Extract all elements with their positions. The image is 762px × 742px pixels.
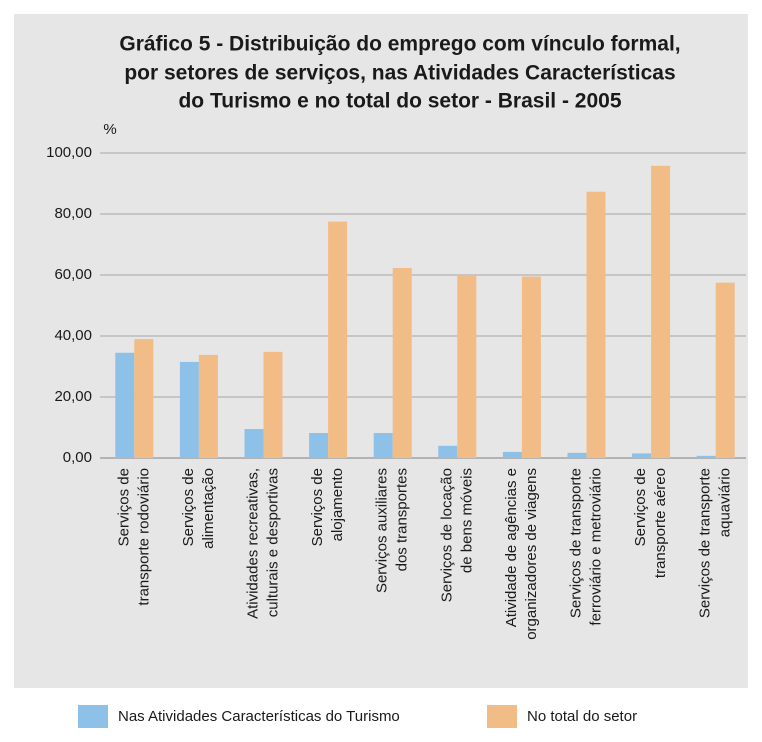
- bar: [632, 453, 652, 458]
- x-tick-label: dos transportes: [394, 468, 411, 571]
- legend-swatch: [78, 705, 108, 728]
- chart-title: do Turismo e no total do setor - Brasil …: [178, 90, 621, 113]
- x-tick-label: alojamento: [329, 468, 346, 541]
- y-tick-label: 80,00: [54, 205, 92, 222]
- x-tick-label: transporte rodoviário: [135, 468, 152, 606]
- bar: [438, 445, 458, 458]
- x-tick-label: transporte aéreo: [652, 468, 669, 578]
- chart-title: por setores de serviços, nas Atividades …: [124, 62, 675, 85]
- bar: [309, 432, 329, 458]
- bar: [567, 452, 587, 458]
- y-tick-label: 100,00: [46, 144, 92, 161]
- chart-title: Gráfico 5 - Distribuição do emprego com …: [119, 33, 680, 56]
- x-tick-label: organizadores de viagens: [523, 468, 540, 640]
- x-tick-label: Serviços de: [115, 468, 132, 546]
- bar: [179, 361, 199, 458]
- bar: [373, 432, 393, 458]
- x-tick-label: alimentação: [200, 468, 217, 549]
- bar: [651, 165, 671, 458]
- x-tick-label: Serviços de: [309, 468, 326, 546]
- y-tick-label: 0,00: [63, 449, 92, 466]
- y-axis-label: %: [103, 121, 116, 138]
- y-tick-label: 60,00: [54, 266, 92, 283]
- bar: [244, 429, 264, 458]
- bar: [392, 267, 412, 458]
- legend-label: No total do setor: [527, 708, 637, 725]
- bar: [502, 451, 522, 458]
- bar: [696, 455, 716, 458]
- legend-swatch: [487, 705, 517, 728]
- x-tick-label: Atividades recreativas,: [244, 468, 261, 619]
- legend-label: Nas Atividades Características do Turism…: [118, 708, 400, 725]
- x-tick-label: culturais e desportivas: [264, 468, 281, 617]
- bar: [263, 351, 283, 458]
- bar: [328, 221, 348, 458]
- x-tick-label: Serviços auxiliares: [374, 468, 391, 593]
- x-tick-label: de bens móveis: [458, 468, 475, 573]
- x-tick-label: Serviços de: [632, 468, 649, 546]
- bar: [521, 276, 541, 458]
- x-tick-label: Serviços de: [180, 468, 197, 546]
- bar: [586, 191, 606, 459]
- y-tick-label: 40,00: [54, 327, 92, 344]
- bar: [115, 352, 135, 458]
- x-tick-label: Serviços de transporte: [567, 468, 584, 618]
- x-tick-label: Atividade de agências e: [503, 468, 520, 627]
- x-tick-label: Serviços de transporte: [697, 468, 714, 618]
- x-tick-label: Serviços de locação: [438, 468, 455, 602]
- bar: [134, 339, 154, 458]
- bar: [198, 354, 218, 458]
- x-tick-label: ferroviário e metroviário: [587, 468, 604, 626]
- bar: [715, 282, 735, 458]
- x-tick-label: aquaviário: [717, 468, 734, 537]
- y-tick-label: 20,00: [54, 388, 92, 405]
- bar: [457, 275, 477, 458]
